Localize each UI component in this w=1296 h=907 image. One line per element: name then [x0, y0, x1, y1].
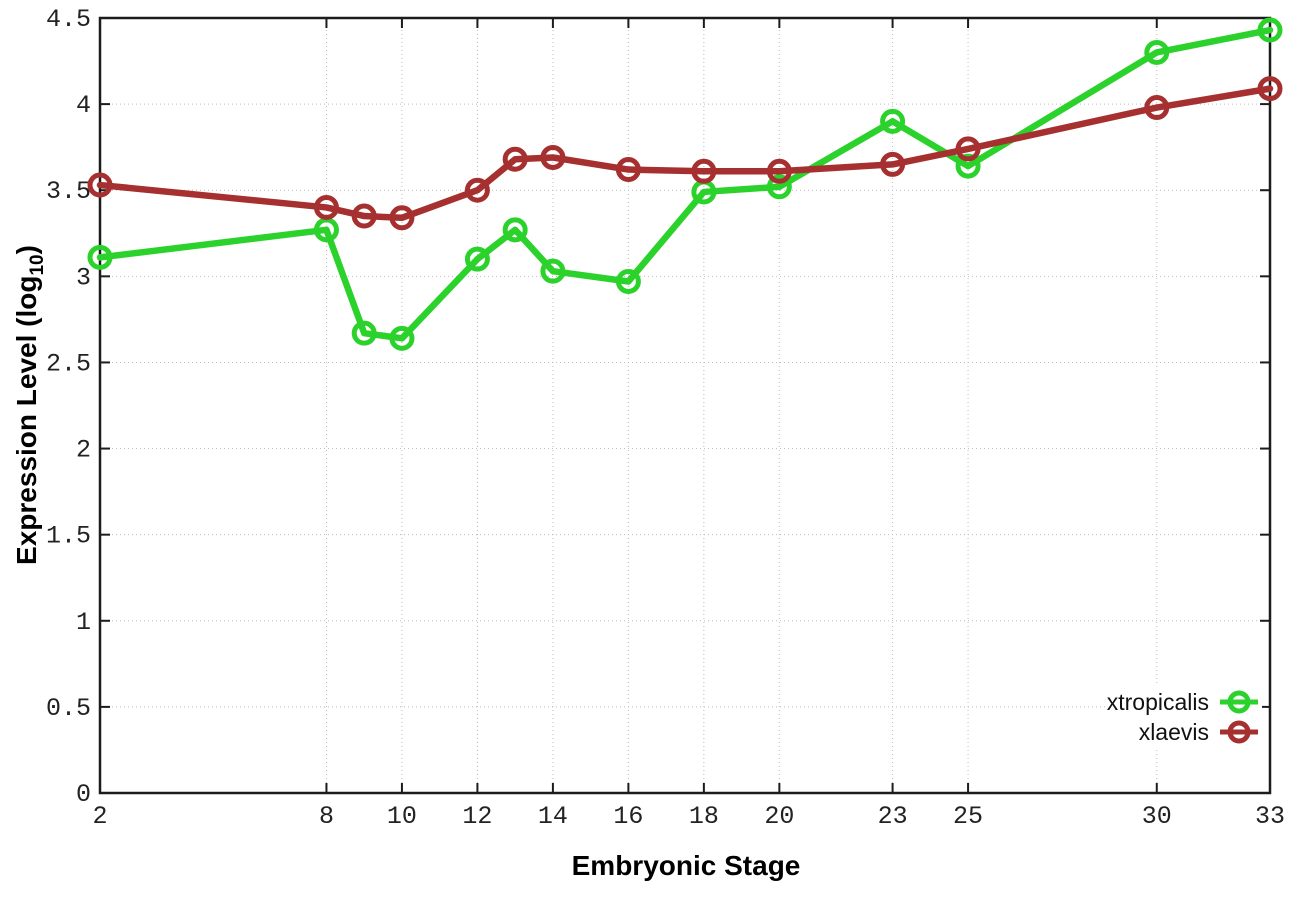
y-tick-label: 2	[76, 436, 91, 465]
marker-xtropicalis	[351, 320, 377, 346]
plot-border	[98, 16, 1272, 795]
marker-xtropicalis	[955, 153, 981, 179]
x-tick-label: 2	[92, 802, 107, 831]
marker-xlaevis	[766, 158, 792, 184]
y-tick-label: 4	[76, 91, 91, 120]
legend-marker-xtropicalis-icon	[1220, 690, 1258, 714]
legend: xtropicalis xlaevis	[1104, 686, 1262, 748]
marker-xtropicalis	[766, 174, 792, 200]
y-axis-title-suffix: )	[11, 245, 43, 255]
y-tick-label: 1	[76, 608, 91, 637]
marker-xtropicalis	[615, 269, 641, 294]
marker-xtropicalis	[389, 325, 415, 351]
y-tick-label: 2.5	[46, 349, 91, 378]
marker-xtropicalis	[87, 244, 113, 270]
legend-entry-xlaevis: xlaevis	[1107, 717, 1260, 747]
x-tick-label: 12	[462, 802, 492, 831]
x-tick-label: 25	[953, 802, 983, 831]
y-tick-label: 4.5	[46, 5, 91, 34]
legend-marker-xlaevis-icon	[1220, 720, 1258, 744]
x-tick-label: 33	[1255, 802, 1285, 831]
y-tick-label: 3.5	[46, 177, 91, 206]
series-line-xlaevis	[96, 85, 1274, 222]
x-tick-label: 20	[764, 802, 794, 831]
marker-xlaevis	[313, 194, 339, 220]
x-tick-label: 8	[319, 802, 334, 831]
marker-xlaevis	[1144, 95, 1170, 121]
marker-xtropicalis	[1144, 39, 1170, 65]
y-axis-title-text: Expression Level (log	[11, 275, 43, 565]
marker-xlaevis	[389, 205, 415, 231]
legend-label-xlaevis: xlaevis	[1138, 718, 1209, 745]
y-axis-title: Expression Level (log10)	[11, 245, 49, 565]
marker-xlaevis	[464, 177, 490, 203]
series-line-xtropicalis	[96, 26, 1274, 342]
marker-xtropicalis	[464, 246, 490, 272]
legend-entry-xtropicalis: xtropicalis	[1107, 687, 1260, 717]
y-axis-title-subscript: 10	[26, 254, 48, 276]
marker-xlaevis	[540, 145, 566, 170]
marker-xlaevis	[351, 203, 377, 229]
marker-xlaevis	[1257, 76, 1283, 102]
marker-xtropicalis	[502, 217, 528, 243]
legend-label-xtropicalis: xtropicalis	[1106, 688, 1209, 715]
marker-xtropicalis	[1257, 17, 1283, 43]
x-tick-label: 23	[878, 802, 908, 831]
x-tick-label: 30	[1142, 802, 1172, 831]
y-tick-label: 0	[76, 780, 91, 809]
y-tick-label: 0.5	[46, 694, 91, 723]
y-tick-label: 3	[76, 263, 91, 292]
marker-xlaevis	[87, 172, 113, 198]
x-tick-label: 14	[538, 802, 568, 831]
x-tick-label: 18	[689, 802, 719, 831]
marker-xlaevis	[955, 136, 981, 162]
marker-xlaevis	[691, 158, 717, 184]
marker-xlaevis	[880, 151, 906, 177]
x-tick-label: 16	[613, 802, 643, 831]
marker-xtropicalis	[880, 108, 906, 134]
y-tick-label: 1.5	[46, 522, 91, 551]
marker-xlaevis	[502, 146, 528, 172]
x-axis-title: Embryonic Stage	[571, 850, 801, 881]
x-tick-label: 10	[387, 802, 417, 831]
marker-xlaevis	[615, 157, 641, 183]
marker-xtropicalis	[540, 258, 566, 284]
